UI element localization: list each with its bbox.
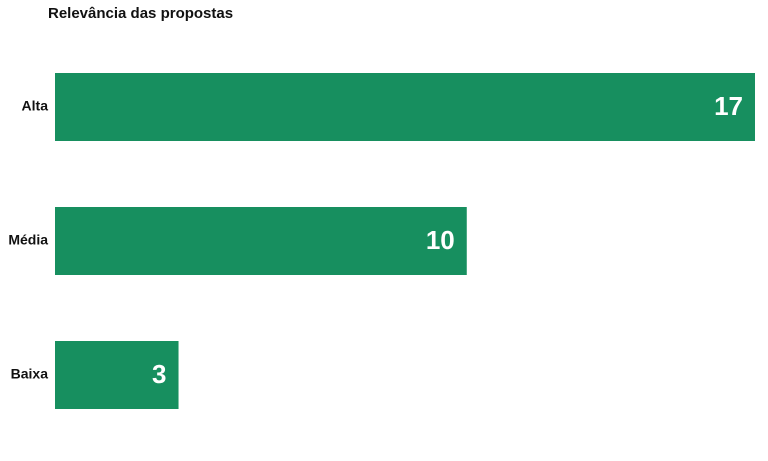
y-tick-label: Média	[8, 232, 48, 248]
bar	[55, 207, 467, 275]
data-label: 10	[426, 225, 455, 255]
bar	[55, 73, 755, 141]
y-tick-label: Baixa	[11, 366, 49, 382]
data-label: 17	[714, 91, 743, 121]
data-label: 3	[152, 359, 166, 389]
y-tick-label: Alta	[22, 98, 49, 114]
chart-title: Relevância das propostas	[48, 5, 233, 22]
bar	[55, 341, 179, 409]
